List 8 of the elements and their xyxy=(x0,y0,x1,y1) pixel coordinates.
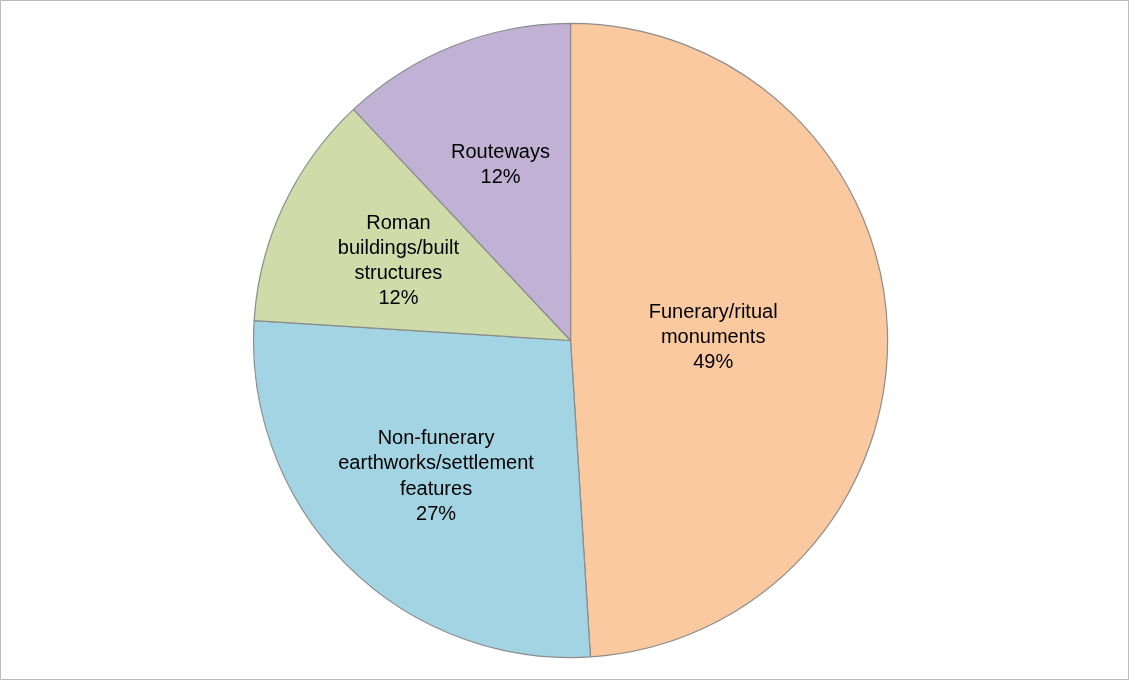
data-label: 49% xyxy=(693,350,734,373)
slice-label: Routeways xyxy=(451,140,550,163)
slice-label: Non-funerary earthworks/settlement features xyxy=(338,425,535,499)
data-label: 12% xyxy=(378,286,419,309)
slice-label: Roman buildings/built structures xyxy=(337,210,460,284)
data-label: 12% xyxy=(480,165,521,188)
data-label: 27% xyxy=(416,501,457,524)
slice-label: Funerary/ritual monuments xyxy=(648,299,778,348)
